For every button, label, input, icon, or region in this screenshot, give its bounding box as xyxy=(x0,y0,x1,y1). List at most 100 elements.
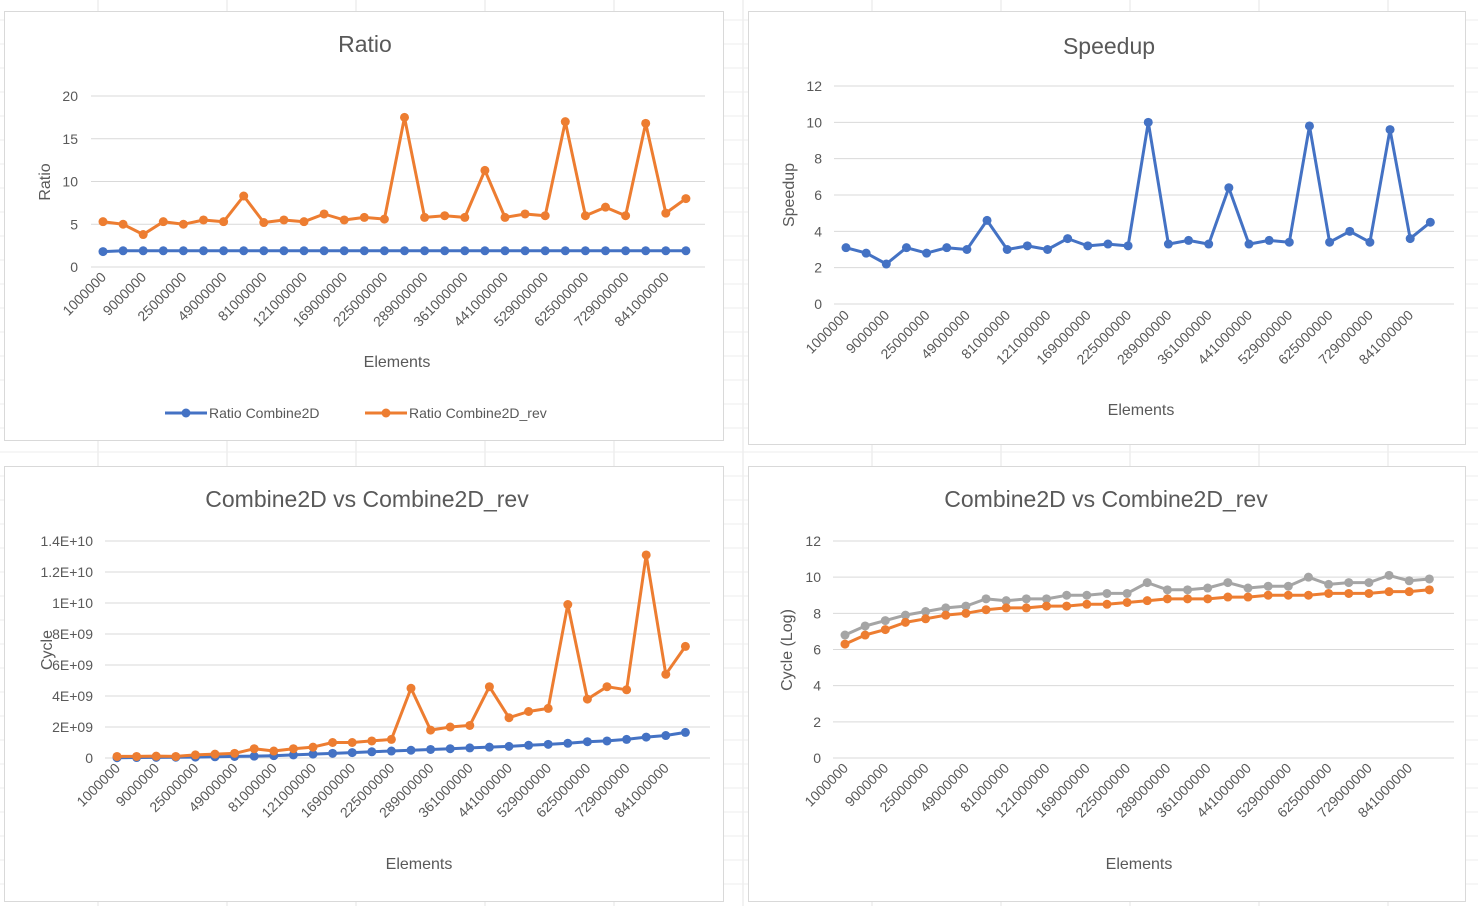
data-point xyxy=(881,259,891,269)
x-axis-ticks: 1000000900000025000000490000008100000012… xyxy=(801,760,1415,821)
data-point xyxy=(641,732,651,742)
data-point xyxy=(563,738,573,748)
data-point xyxy=(901,243,911,253)
data-point xyxy=(900,610,910,620)
data-point xyxy=(1184,235,1194,245)
data-point xyxy=(406,745,416,755)
data-point xyxy=(1345,226,1355,236)
data-point xyxy=(1021,603,1031,613)
data-point xyxy=(1021,594,1031,604)
data-point xyxy=(962,245,972,254)
y-axis-title: Cycle xyxy=(39,630,56,670)
data-point xyxy=(1204,239,1214,249)
data-point xyxy=(1223,592,1233,602)
data-point xyxy=(681,246,691,256)
data-point xyxy=(1224,183,1234,193)
data-point xyxy=(339,215,349,225)
data-point xyxy=(465,720,475,730)
data-point xyxy=(641,246,651,256)
data-point xyxy=(219,246,229,256)
cycle-chart[interactable]: Combine2D vs Combine2D_rev 0 2E+09 4E+09 6E… xyxy=(4,466,724,902)
data-point xyxy=(1263,590,1273,600)
data-point xyxy=(178,246,188,256)
data-point xyxy=(328,738,338,747)
data-point xyxy=(563,600,573,610)
data-point xyxy=(299,246,309,256)
data-point xyxy=(138,246,148,256)
data-point xyxy=(1283,590,1293,600)
data-point xyxy=(1062,590,1072,600)
data-point xyxy=(961,608,971,618)
data-point xyxy=(1183,594,1193,604)
data-point xyxy=(1263,581,1273,591)
series-line-1 xyxy=(102,115,687,236)
data-point xyxy=(661,208,671,218)
data-point xyxy=(359,212,369,222)
data-point xyxy=(465,743,475,753)
data-point xyxy=(1062,601,1072,611)
y-tick-label: 4 xyxy=(814,223,822,239)
data-point xyxy=(621,246,631,256)
cycle-log-chart[interactable]: Combine2D vs Combine2D_rev 0 2 4 6 8 10 12 100… xyxy=(748,466,1466,902)
data-point xyxy=(1203,594,1213,604)
data-point xyxy=(1344,578,1354,588)
data-point xyxy=(641,118,651,128)
data-point xyxy=(299,217,309,227)
data-point xyxy=(279,246,289,256)
y-tick-label: 1E+10 xyxy=(52,595,93,611)
data-point xyxy=(400,246,409,256)
data-point xyxy=(367,747,377,757)
data-point xyxy=(504,713,514,723)
y-tick-label: 0 xyxy=(814,296,822,312)
data-point xyxy=(1324,579,1334,589)
plot-area xyxy=(112,550,690,763)
data-point xyxy=(1243,583,1253,593)
data-point xyxy=(400,112,409,122)
data-point xyxy=(580,246,590,256)
legend-label-ratio-combine2d: Ratio Combine2D xyxy=(209,405,320,421)
y-tick-label: 8 xyxy=(813,605,821,621)
data-point xyxy=(319,246,329,256)
gridlines xyxy=(833,540,1454,759)
y-tick-label: 10 xyxy=(62,174,78,190)
data-point xyxy=(941,603,951,613)
data-point xyxy=(841,243,851,253)
data-point xyxy=(661,731,671,741)
series-line-0 xyxy=(844,573,1430,637)
data-point xyxy=(1304,121,1314,131)
data-point xyxy=(543,703,553,713)
data-point xyxy=(504,741,514,751)
data-point xyxy=(279,215,289,225)
y-tick-label: 2 xyxy=(814,260,822,276)
chart-title: Speedup xyxy=(1063,33,1155,59)
data-point xyxy=(1142,578,1152,588)
data-point xyxy=(440,246,450,256)
y-tick-label: 1.4E+10 xyxy=(40,533,93,549)
data-point xyxy=(386,734,396,744)
data-point xyxy=(319,209,329,219)
data-point xyxy=(1384,570,1394,580)
speedup-chart[interactable]: Speedup 0 2 4 6 8 10 12 1000000 9000000 25000000… xyxy=(748,11,1466,445)
data-point xyxy=(601,202,610,212)
y-axis-ticks: 0 5 10 15 20 xyxy=(62,88,78,275)
data-point xyxy=(524,740,534,750)
data-point xyxy=(621,211,631,221)
y-axis-ticks: 0 2E+09 4E+09 6E+09 8E+09 1E+10 1.2E+10 1.4E+10 xyxy=(40,533,93,766)
data-point xyxy=(445,744,455,754)
data-point xyxy=(259,246,269,256)
y-tick-label: 0 xyxy=(70,259,78,275)
data-point xyxy=(941,610,951,620)
data-point xyxy=(386,746,396,756)
ratio-chart[interactable]: Ratio 0 5 10 15 20 1000000 9000000 25000000 490… xyxy=(4,11,724,441)
data-point xyxy=(981,594,991,604)
data-point xyxy=(132,751,142,761)
y-tick-label: 4 xyxy=(813,678,821,694)
chart-title: Combine2D vs Combine2D_rev xyxy=(205,486,529,512)
legend[interactable]: Ratio Combine2D Ratio Combine2D_rev xyxy=(165,405,547,421)
data-point xyxy=(1083,241,1093,251)
data-point xyxy=(259,218,269,228)
data-point xyxy=(1365,237,1375,247)
ratio-chart-svg: Ratio 0 5 10 15 20 1000000900000025000000490… xyxy=(37,31,705,421)
y-axis-title: Speedup xyxy=(781,163,798,227)
data-point xyxy=(118,219,128,229)
